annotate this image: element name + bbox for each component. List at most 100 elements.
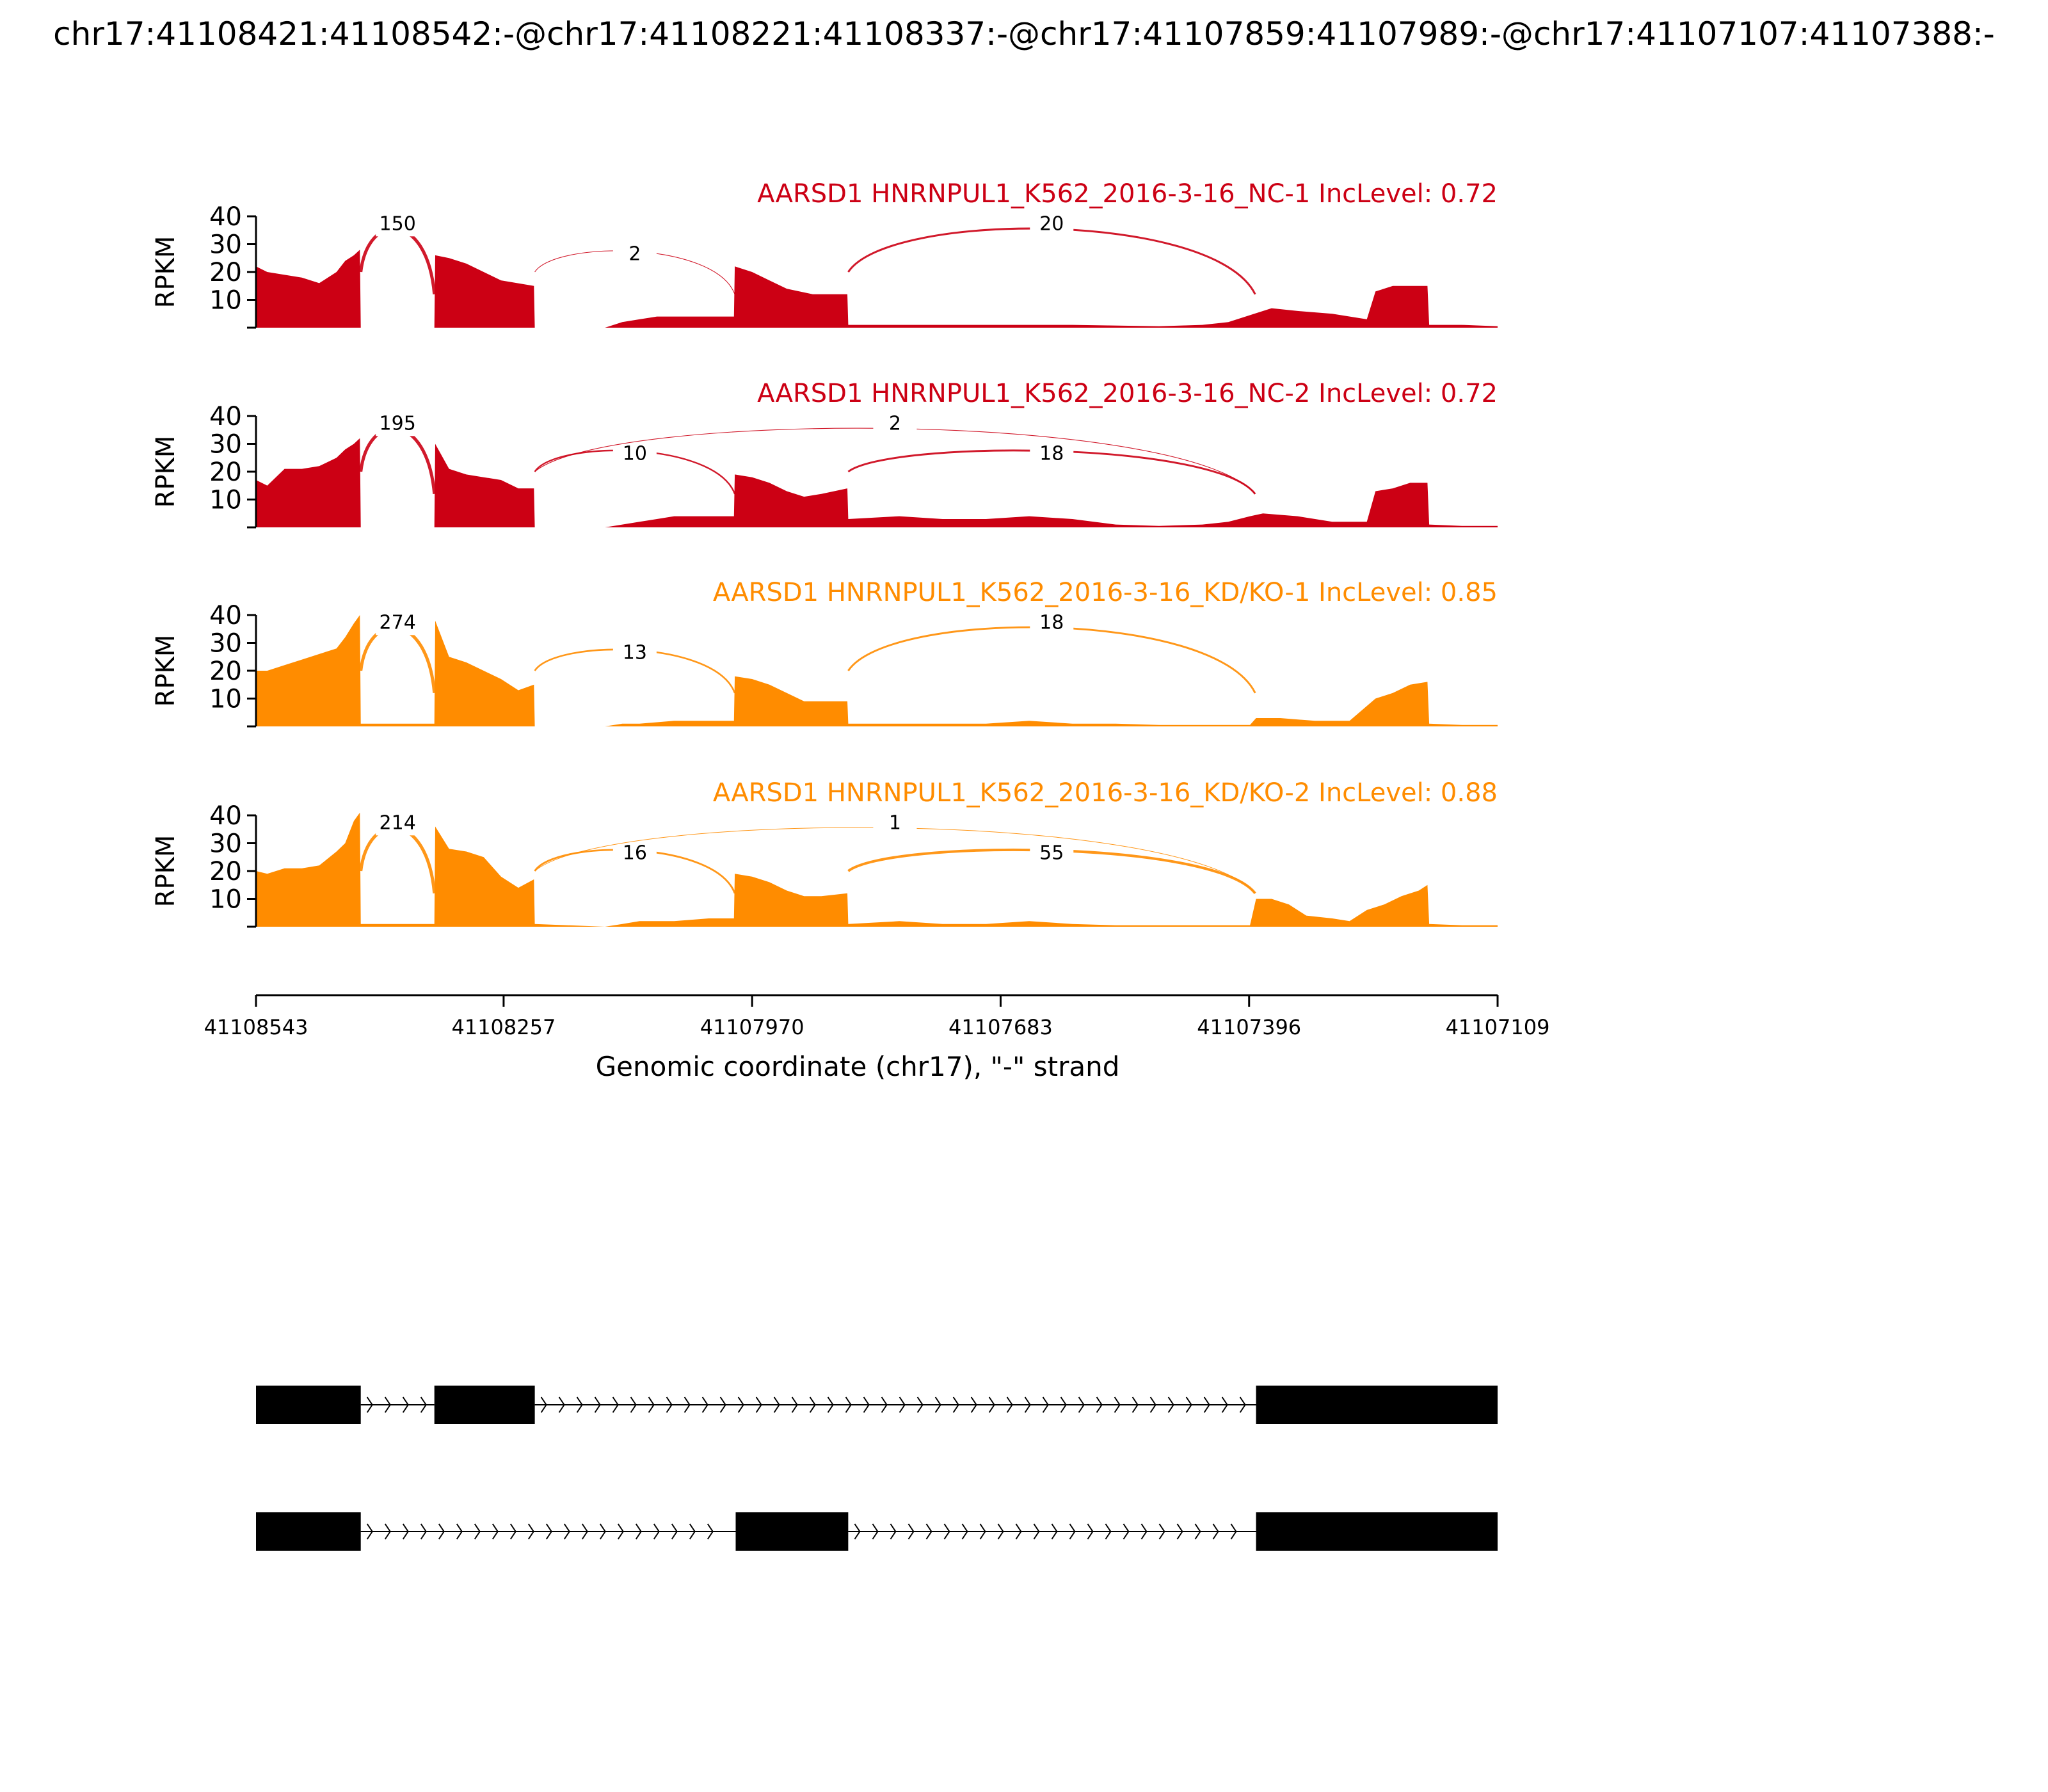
strand-arrow: [1060, 1396, 1067, 1413]
strand-arrow: [1105, 1523, 1112, 1540]
strand-arrow: [684, 1396, 691, 1413]
junction-label-bg: [612, 241, 657, 267]
strand-arrow: [1167, 1396, 1174, 1413]
strand-arrow: [791, 1396, 798, 1413]
junction-label-bg: [612, 639, 657, 666]
exon-block: [1256, 1512, 1498, 1551]
strand-arrow: [1087, 1523, 1094, 1540]
strand-arrow: [701, 1396, 708, 1413]
strand-arrow: [671, 1523, 678, 1540]
strand-arrow: [509, 1523, 516, 1540]
junction-label-bg: [612, 440, 657, 467]
strand-arrow: [492, 1523, 499, 1540]
strand-arrow: [952, 1396, 959, 1413]
junction-count: 13: [623, 641, 647, 664]
strand-arrow: [563, 1523, 570, 1540]
junction-label-bg: [1030, 440, 1074, 467]
junction-count: 18: [1039, 442, 1064, 465]
track-label: AARSD1 HNRNPUL1_K562_2016-3-16_KD/KO-2 I…: [713, 778, 1498, 808]
strand-arrow: [1230, 1523, 1237, 1540]
strand-arrow: [545, 1523, 552, 1540]
strand-arrow: [845, 1396, 852, 1413]
strand-arrow: [689, 1523, 696, 1540]
strand-arrow: [961, 1523, 968, 1540]
junction-count: 195: [380, 412, 416, 435]
strand-arrow: [1221, 1396, 1228, 1413]
junction-count: 2: [628, 243, 641, 265]
track-label: AARSD1 HNRNPUL1_K562_2016-3-16_NC-2 IncL…: [757, 379, 1498, 408]
junction-count: 214: [380, 812, 416, 834]
strand-arrow: [1132, 1396, 1139, 1413]
strand-arrow: [925, 1523, 932, 1540]
strand-arrow: [576, 1396, 583, 1413]
exon-block: [256, 1512, 361, 1551]
strand-arrow: [666, 1396, 673, 1413]
x-tick-label: 41108543: [204, 1015, 308, 1039]
y-tick-label: 30: [209, 629, 242, 659]
strand-arrow: [1051, 1523, 1058, 1540]
junction-label-bg: [376, 810, 420, 836]
y-tick-label: 40: [209, 601, 242, 630]
strand-arrow: [474, 1523, 481, 1540]
junction-count: 18: [1039, 611, 1064, 634]
strand-arrow: [988, 1396, 995, 1413]
strand-arrow: [1078, 1396, 1085, 1413]
junction-count: 55: [1039, 842, 1064, 864]
strand-arrow: [1006, 1396, 1013, 1413]
x-tick-label: 41107683: [948, 1015, 1053, 1039]
strand-arrow: [916, 1396, 924, 1413]
strand-arrow: [402, 1523, 409, 1540]
strand-arrow: [366, 1523, 373, 1540]
strand-arrow: [402, 1396, 409, 1413]
strand-arrow: [635, 1523, 642, 1540]
y-axis-label: RPKM: [151, 635, 180, 707]
strand-arrow: [384, 1396, 391, 1413]
strand-arrow: [809, 1396, 816, 1413]
junction-count: 1: [889, 812, 901, 834]
junction-label-bg: [1030, 211, 1074, 237]
coverage-area: [256, 615, 1498, 726]
strand-arrow: [612, 1396, 619, 1413]
junction-label-bg: [873, 810, 917, 836]
strand-arrow: [872, 1523, 879, 1540]
strand-arrow: [527, 1523, 534, 1540]
junction-label-bg: [873, 410, 917, 436]
exon-block: [256, 1386, 361, 1424]
strand-arrow: [384, 1523, 391, 1540]
junction-count: 150: [380, 212, 416, 235]
strand-arrow: [755, 1396, 762, 1413]
strand-arrow: [648, 1396, 655, 1413]
strand-arrow: [854, 1523, 861, 1540]
junction-arc: [359, 426, 436, 495]
junction-label-bg: [612, 840, 657, 866]
x-tick-label: 41107970: [700, 1015, 804, 1039]
junction-arc: [359, 826, 436, 894]
strand-arrow: [1114, 1396, 1121, 1413]
junction-count: 16: [623, 842, 647, 864]
strand-arrow: [630, 1396, 637, 1413]
junction-arc: [359, 227, 436, 295]
strand-arrow: [438, 1523, 445, 1540]
x-tick-label: 41108257: [451, 1015, 556, 1039]
strand-arrow: [773, 1396, 780, 1413]
junction-arc: [847, 626, 1256, 694]
strand-arrow: [908, 1523, 915, 1540]
strand-arrow: [594, 1396, 601, 1413]
y-tick-label: 40: [209, 402, 242, 431]
strand-arrow: [1123, 1523, 1130, 1540]
strand-arrow: [420, 1396, 427, 1413]
y-tick-label: 10: [209, 885, 242, 915]
y-axis-label: RPKM: [151, 436, 180, 508]
strand-arrow: [1033, 1523, 1040, 1540]
strand-arrow: [581, 1523, 588, 1540]
strand-arrow: [943, 1523, 950, 1540]
strand-arrow: [540, 1396, 547, 1413]
y-tick-label: 30: [209, 829, 242, 859]
strand-arrow: [653, 1523, 660, 1540]
y-tick-label: 20: [209, 258, 242, 287]
strand-arrow: [707, 1523, 714, 1540]
